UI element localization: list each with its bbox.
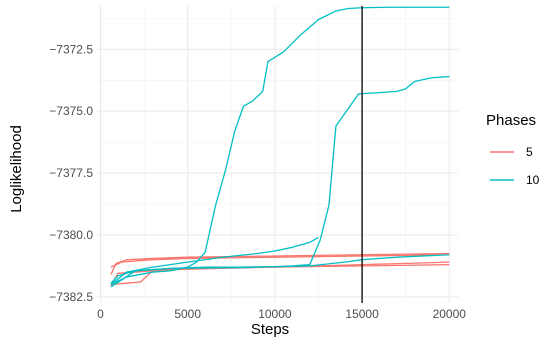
series-line-phases-5	[110, 254, 450, 268]
y-tick-label: −7380.0	[49, 228, 93, 242]
series-line-phases-5	[110, 252, 450, 275]
legend-label-5: 5	[526, 145, 533, 159]
series-line-phases-10	[110, 75, 450, 288]
x-axis-title: Steps	[251, 321, 289, 338]
series-line-phases-5	[110, 263, 450, 286]
x-tick-label: 5000	[174, 307, 201, 321]
y-tick-labels: −7382.5 −7380.0 −7377.5 −7375.0 −7372.5	[49, 42, 93, 304]
y-tick-label: −7382.5	[49, 290, 93, 304]
x-tick-label: 15000	[345, 307, 379, 321]
legend-title: Phases	[486, 112, 536, 129]
y-tick-label: −7375.0	[49, 104, 93, 118]
x-tick-labels: 0 5000 10000 15000 20000	[97, 307, 466, 321]
x-tick-label: 10000	[258, 307, 292, 321]
series-line-phases-10	[110, 236, 319, 285]
legend: Phases 5 10	[486, 112, 540, 187]
y-tick-label: −7377.5	[49, 166, 93, 180]
y-axis-title: Loglikelihood	[8, 125, 25, 213]
legend-label-10: 10	[526, 173, 540, 187]
legend-entries: 5 10	[490, 145, 540, 187]
y-tick-label: −7372.5	[49, 42, 93, 56]
series-line-phases-10	[110, 254, 450, 284]
series-layer	[110, 6, 450, 288]
x-tick-label: 0	[97, 307, 104, 321]
x-tick-label: 20000	[433, 307, 467, 321]
